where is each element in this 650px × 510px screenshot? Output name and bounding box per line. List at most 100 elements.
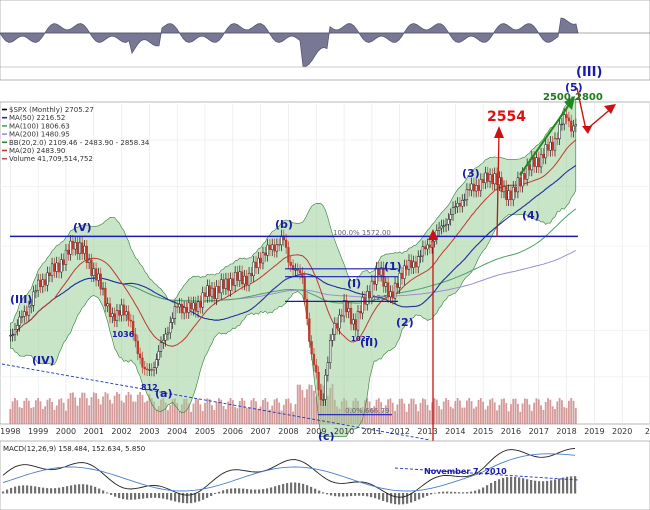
volume-bar [512, 398, 515, 424]
candle-body [500, 177, 503, 193]
volume-bar [173, 398, 176, 424]
volume-bar [231, 400, 234, 424]
volume-bar [65, 410, 67, 424]
volume-bar [245, 407, 248, 424]
candle-body [106, 303, 109, 307]
candle-body [132, 320, 135, 335]
candle-body [215, 286, 218, 299]
candle-body [312, 353, 316, 366]
macd-bar [354, 493, 357, 496]
volume-bar [540, 405, 542, 424]
macd-bar [430, 493, 433, 495]
volume-bar [72, 392, 74, 424]
volume-bar [551, 406, 554, 424]
volume-bar [535, 398, 538, 424]
volume-bar [37, 398, 40, 424]
volume-bar [475, 406, 478, 424]
candle-body [484, 172, 487, 184]
candle-body [532, 156, 536, 167]
volume-bar [250, 400, 253, 424]
volume-bar [412, 398, 415, 424]
candle-body [514, 186, 517, 193]
macd-bar [214, 493, 217, 495]
candle-body [444, 223, 448, 227]
candle-body [481, 179, 485, 184]
macd-bar [246, 489, 249, 494]
macd-bar [482, 487, 485, 494]
candle-body [57, 262, 61, 273]
volume-bar [88, 405, 91, 424]
volume-bar [123, 402, 125, 424]
candle-body [46, 272, 49, 286]
volume-bar [99, 404, 102, 424]
candle-body [546, 144, 550, 151]
volume-bar [44, 406, 47, 424]
volume-bar [23, 400, 26, 424]
candle-body [475, 185, 478, 192]
macd-bar [494, 480, 497, 494]
volume-bar [364, 400, 366, 424]
candle-body [308, 318, 311, 342]
volume-bar [426, 405, 429, 424]
candle-body [380, 267, 383, 276]
candle-body [157, 351, 160, 360]
price-label-812: 812 [141, 383, 158, 392]
volume-bar [391, 402, 394, 424]
candle-body [145, 368, 149, 371]
candle-body [252, 261, 255, 277]
candle-body [519, 177, 522, 187]
candle-body [85, 245, 88, 263]
candle-body [118, 310, 121, 316]
x-tick-label: 2019 [584, 427, 604, 436]
macd-bar [326, 493, 329, 495]
x-tick-label: 2018 [556, 427, 576, 436]
macd-line [2, 448, 576, 498]
volume-bar [472, 408, 475, 424]
x-tick-label: 2015 [473, 427, 493, 436]
candle-body [345, 300, 348, 313]
candle-body [567, 117, 571, 122]
candle-body [470, 183, 473, 191]
volume-bar [227, 401, 230, 424]
volume-bar [387, 399, 390, 424]
candle-body [405, 265, 408, 270]
green-arrow-head [564, 96, 575, 110]
volume-bar [127, 392, 130, 424]
volume-bar [34, 400, 37, 424]
candle-body [426, 244, 429, 250]
macd-bar [450, 491, 453, 494]
volume-bar [150, 398, 153, 424]
candle-body [141, 357, 144, 368]
macd-bar [138, 493, 141, 500]
dashed-trendline [1, 363, 431, 441]
macd-bar [198, 493, 201, 502]
volume-bar [528, 404, 531, 424]
volume-bar [180, 404, 183, 424]
candle-body [370, 280, 374, 299]
volume-bar [313, 390, 315, 424]
candle-body [393, 282, 397, 299]
candle-body [440, 225, 443, 229]
volume-bar [109, 399, 111, 424]
volume-bar [452, 408, 454, 424]
macd-bar [442, 491, 445, 494]
candle-body [284, 239, 288, 248]
candle-body [213, 287, 216, 299]
candle-body [523, 173, 526, 180]
candle-body [120, 304, 123, 316]
candle-body [55, 262, 58, 272]
candle-body [331, 334, 334, 341]
volume-bar [301, 389, 304, 424]
x-tick-label: 2000 [56, 427, 76, 436]
legend-entry: Volume 41,709,514,752 [9, 155, 93, 163]
volume-bar [463, 407, 466, 424]
candle-body [354, 319, 357, 331]
candle-body [456, 203, 459, 207]
macd-bar [146, 493, 149, 499]
candle-body [403, 265, 406, 279]
volume-bar [185, 398, 188, 424]
candle-body [183, 307, 186, 314]
volume-bar [554, 408, 556, 424]
